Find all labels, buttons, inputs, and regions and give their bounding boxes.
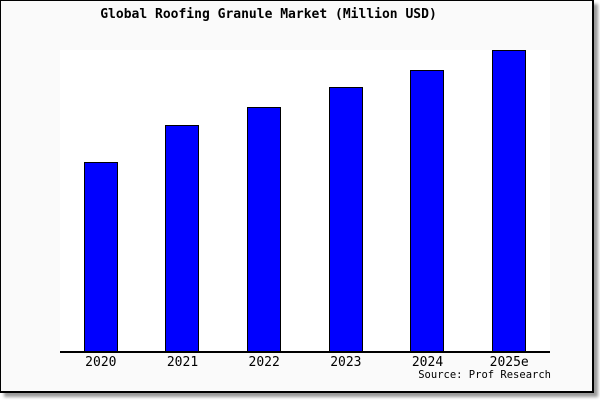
bar-2025e [492, 50, 527, 351]
bar-2020 [83, 162, 118, 351]
x-tick-2023: 2023 [330, 355, 362, 370]
bar-2021 [165, 125, 200, 351]
bar-2024 [410, 70, 445, 351]
x-tick-2024: 2024 [411, 355, 444, 370]
source-credit: Source: Prof Research [418, 369, 551, 381]
chart-title: Global Roofing Granule Market (Million U… [100, 7, 437, 22]
chart-figure: Global Roofing Granule Market (Million U… [0, 0, 594, 393]
x-axis-ticks: 2020 2021 2022 2023 2024 2025e [60, 355, 550, 370]
x-tick-2021: 2021 [166, 355, 199, 370]
bar-2022 [247, 107, 282, 351]
plot-area [60, 50, 550, 353]
x-tick-2022: 2022 [248, 355, 280, 370]
bar-2023 [328, 87, 363, 351]
x-tick-2025e: 2025e [489, 355, 529, 370]
x-tick-2020: 2020 [85, 355, 117, 370]
